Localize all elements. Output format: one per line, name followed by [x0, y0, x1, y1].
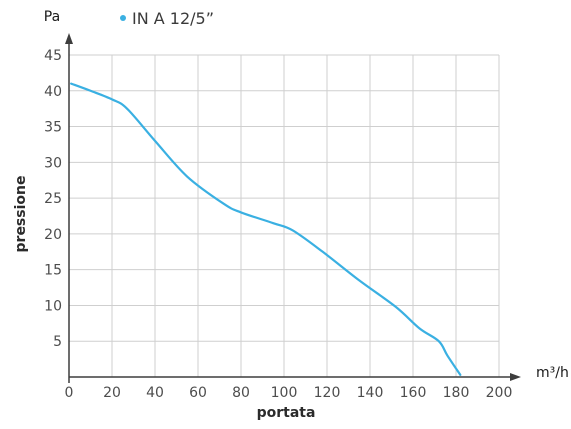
y-tick-label: 25 — [44, 191, 62, 207]
y-tick-label: 20 — [44, 227, 62, 243]
x-tick-label: 40 — [146, 385, 164, 401]
y-tick-label: 45 — [44, 48, 62, 64]
x-tick-label: 100 — [271, 385, 298, 401]
x-tick-label: 200 — [486, 385, 513, 401]
x-tick-label: 0 — [65, 385, 74, 401]
x-tick-label: 60 — [189, 385, 207, 401]
x-tick-labels: 0 20 40 60 80 100 120 140 160 180 200 — [65, 385, 513, 401]
x-unit-label: m³/h — [536, 365, 569, 381]
legend-marker — [120, 15, 126, 21]
y-tick-label: 10 — [44, 298, 62, 314]
y-unit-label: Pa — [44, 9, 60, 25]
y-tick-labels: 5 10 15 20 25 30 35 40 45 — [44, 48, 62, 350]
x-axis-arrow — [510, 373, 521, 381]
grid — [69, 54, 500, 377]
x-tick-label: 80 — [232, 385, 250, 401]
y-tick-label: 15 — [44, 263, 62, 279]
y-tick-label: 5 — [53, 334, 62, 350]
axes — [65, 33, 521, 383]
series-line — [70, 82, 462, 376]
x-tick-label: 20 — [103, 385, 121, 401]
x-tick-label: 180 — [443, 385, 470, 401]
x-tick-label: 120 — [314, 385, 341, 401]
legend: IN A 12/5” — [120, 9, 214, 28]
legend-label: IN A 12/5” — [132, 9, 214, 28]
y-tick-label: 40 — [44, 84, 62, 100]
series-layer — [70, 82, 462, 376]
x-axis-title: portata — [257, 405, 316, 421]
y-axis-arrow — [65, 33, 73, 44]
y-tick-label: 30 — [44, 155, 62, 171]
x-tick-label: 160 — [400, 385, 427, 401]
y-tick-label: 35 — [44, 120, 62, 136]
y-axis-title: pressione — [13, 176, 29, 253]
x-tick-label: 140 — [357, 385, 384, 401]
